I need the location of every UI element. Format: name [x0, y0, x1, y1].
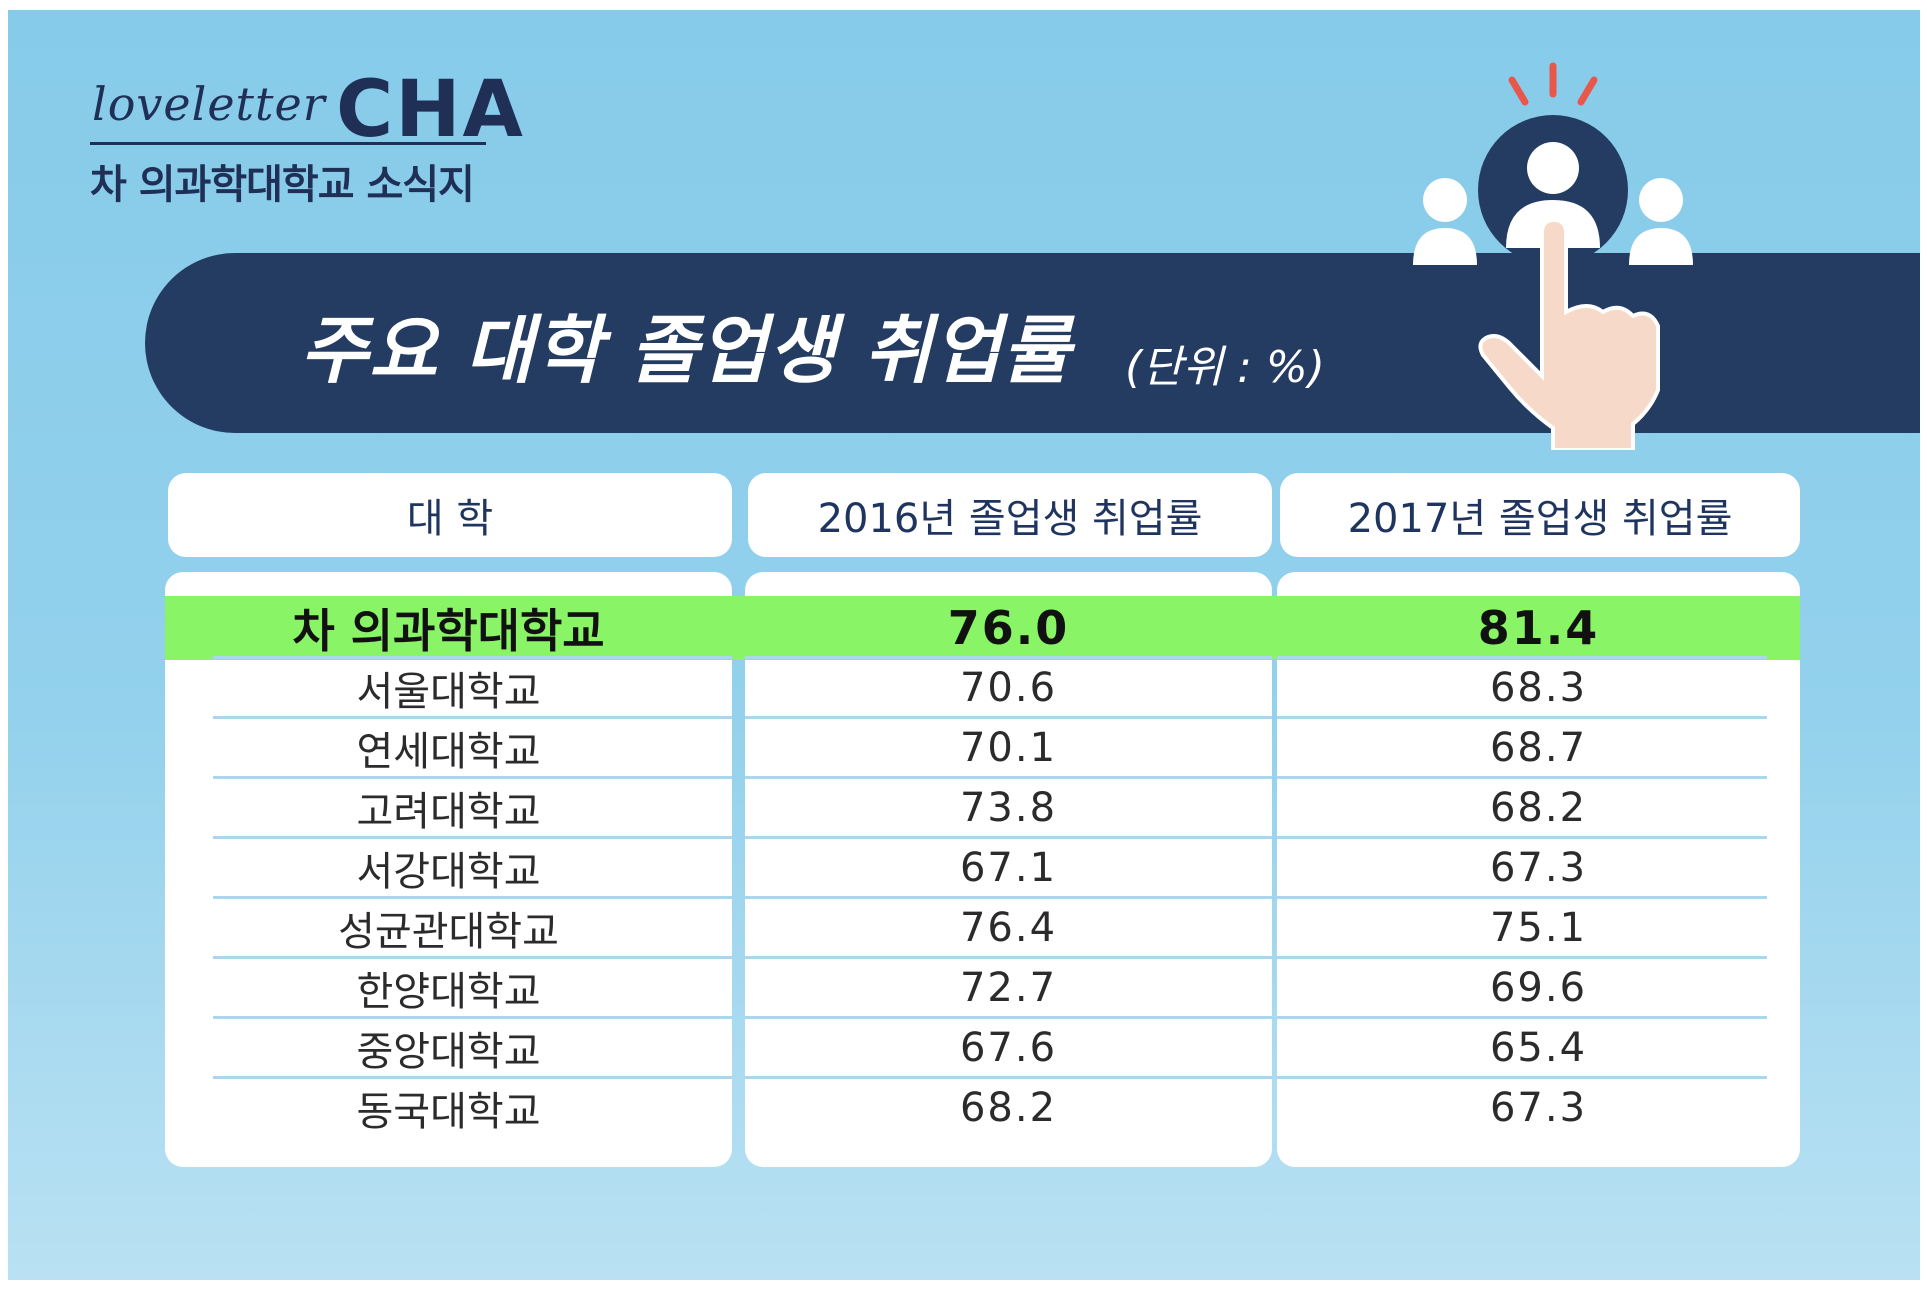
rate-2017-cell: 65.4: [1489, 1025, 1588, 1071]
highlight-row-bar: [165, 596, 1800, 660]
row-divider: [745, 656, 1272, 659]
row-divider: [745, 836, 1272, 839]
logo-script-text: loveletter: [92, 77, 326, 131]
people-group-icon: [1413, 62, 1693, 450]
row-divider: [213, 956, 732, 959]
university-cell: 성균관대학교: [338, 909, 559, 955]
column-body-university: [165, 572, 732, 1167]
row-divider: [213, 1076, 732, 1079]
infographic-card: loveletter CHA 차 의과학대학교 소식지 주요 대학 졸업생 취업…: [8, 10, 1920, 1280]
column-header-university: 대 학: [168, 473, 732, 557]
row-divider: [213, 776, 732, 779]
logo: loveletter CHA 차 의과학대학교 소식지: [86, 65, 523, 225]
row-divider: [1277, 656, 1767, 659]
row-divider: [1277, 1076, 1767, 1079]
university-cell: 연세대학교: [356, 729, 541, 775]
rate-2016-cell: 68.2: [959, 1085, 1058, 1131]
university-cell: 서강대학교: [356, 849, 541, 895]
row-divider: [213, 656, 732, 659]
university-cell: 차 의과학대학교: [292, 604, 605, 658]
university-cell: 중앙대학교: [356, 1029, 541, 1075]
row-divider: [1277, 716, 1767, 719]
row-divider: [745, 1016, 1272, 1019]
logo-rule: [90, 142, 486, 145]
row-divider: [745, 716, 1272, 719]
row-divider: [745, 896, 1272, 899]
row-divider: [213, 1016, 732, 1019]
column-body-2016: [745, 572, 1272, 1167]
row-divider: [1277, 1016, 1767, 1019]
pointing-hand-icon: [1478, 217, 1660, 450]
rate-2017-cell: 67.3: [1489, 845, 1588, 891]
column-header-2016: 2016년 졸업생 취업률: [748, 473, 1272, 557]
row-divider: [213, 716, 732, 719]
rate-2017-cell: 67.3: [1489, 1085, 1588, 1131]
rate-2016-cell: 70.6: [959, 665, 1058, 711]
rate-2016-cell: 76.4: [959, 905, 1058, 951]
alert-rays-icon: [1508, 62, 1598, 106]
row-divider: [1277, 776, 1767, 779]
row-divider: [745, 1076, 1272, 1079]
row-divider: [1277, 896, 1767, 899]
rate-2017-cell: 69.6: [1489, 965, 1588, 1011]
rate-2017-cell: 68.2: [1489, 785, 1588, 831]
rate-2016-cell: 67.1: [959, 845, 1058, 891]
row-divider: [1277, 956, 1767, 959]
side-people-icon: [1413, 178, 1693, 265]
row-divider: [213, 896, 732, 899]
row-divider: [745, 776, 1272, 779]
column-header-2017: 2017년 졸업생 취업률: [1280, 473, 1800, 557]
rate-2017-cell: 81.4: [1477, 601, 1600, 655]
rate-2016-cell: 76.0: [947, 601, 1070, 655]
university-cell: 고려대학교: [356, 789, 541, 835]
page-title: 주요 대학 졸업생 취업률: [300, 308, 1072, 394]
university-cell: 서울대학교: [356, 669, 541, 715]
rate-2017-cell: 75.1: [1489, 905, 1588, 951]
column-body-2017: [1277, 572, 1800, 1167]
row-divider: [745, 956, 1272, 959]
rate-2016-cell: 70.1: [959, 725, 1058, 771]
logo-brand-text: CHA: [336, 65, 525, 155]
rate-2016-cell: 67.6: [959, 1025, 1058, 1071]
university-cell: 한양대학교: [356, 969, 541, 1015]
rate-2017-cell: 68.7: [1489, 725, 1588, 771]
row-divider: [1277, 836, 1767, 839]
rate-2017-cell: 68.3: [1489, 665, 1588, 711]
row-divider: [213, 836, 732, 839]
logo-subtitle: 차 의과학대학교 소식지: [90, 162, 475, 208]
rate-2016-cell: 72.7: [959, 965, 1058, 1011]
unit-label: (단위 : %): [1125, 342, 1325, 393]
rate-2016-cell: 73.8: [959, 785, 1058, 831]
university-cell: 동국대학교: [356, 1089, 541, 1135]
